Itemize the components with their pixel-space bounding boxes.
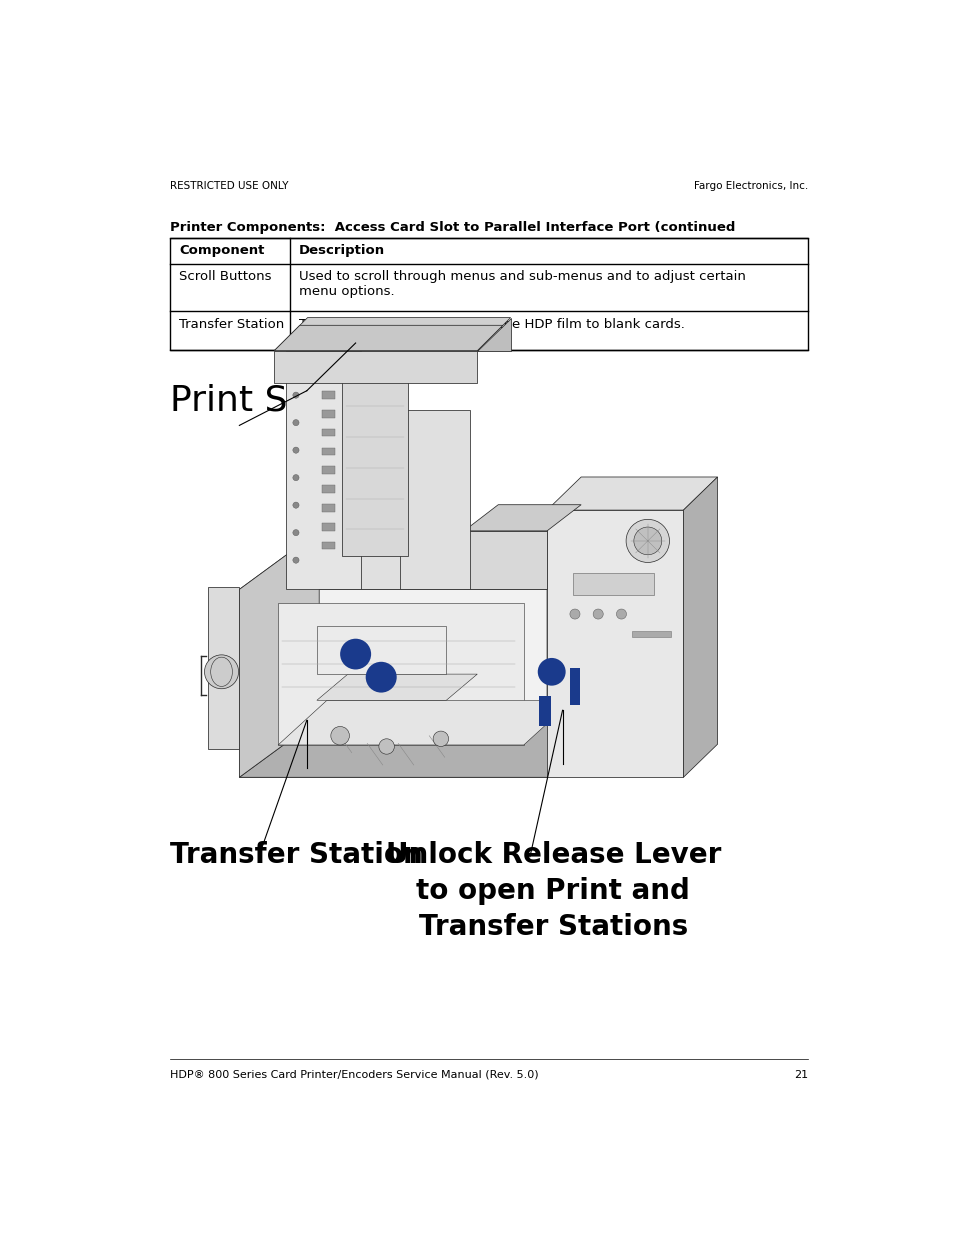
Bar <box>322 542 335 550</box>
Bar <box>322 372 335 380</box>
Bar <box>322 522 335 531</box>
Bar <box>322 410 335 417</box>
Polygon shape <box>239 531 626 589</box>
Circle shape <box>340 638 371 669</box>
Polygon shape <box>286 351 360 589</box>
Polygon shape <box>278 603 523 745</box>
Polygon shape <box>239 531 319 777</box>
Polygon shape <box>399 410 469 589</box>
Polygon shape <box>546 510 682 777</box>
Polygon shape <box>316 674 476 700</box>
Bar <box>572 573 654 595</box>
Text: Unlock Release Lever
to open Print and
Transfer Stations: Unlock Release Lever to open Print and T… <box>385 841 720 941</box>
Text: Scroll Buttons: Scroll Buttons <box>179 270 272 283</box>
Polygon shape <box>274 351 476 383</box>
Bar <box>538 697 550 726</box>
Circle shape <box>293 364 298 370</box>
Text: Transfers printed images and the HDP film to blank cards.: Transfers printed images and the HDP fil… <box>298 317 684 331</box>
Polygon shape <box>239 589 546 777</box>
Circle shape <box>633 527 661 555</box>
Circle shape <box>293 447 298 453</box>
Text: Fargo Electronics, Inc.: Fargo Electronics, Inc. <box>693 180 807 190</box>
Text: Component: Component <box>179 245 264 257</box>
Circle shape <box>293 557 298 563</box>
Circle shape <box>293 503 298 509</box>
Circle shape <box>378 739 394 755</box>
Text: Transfer Station: Transfer Station <box>179 317 284 331</box>
Circle shape <box>293 420 298 426</box>
Polygon shape <box>476 317 510 351</box>
Circle shape <box>331 726 349 745</box>
Polygon shape <box>682 477 717 777</box>
Circle shape <box>293 391 298 398</box>
Circle shape <box>537 658 565 685</box>
Circle shape <box>616 609 626 619</box>
Circle shape <box>593 609 602 619</box>
Text: 21: 21 <box>793 1070 807 1079</box>
Polygon shape <box>546 477 717 510</box>
Bar <box>322 504 335 511</box>
Polygon shape <box>278 700 572 745</box>
Bar <box>170 238 807 350</box>
Text: Used to scroll through menus and sub-menus and to adjust certain
menu options.: Used to scroll through menus and sub-men… <box>298 270 745 298</box>
Polygon shape <box>274 325 502 351</box>
Text: Transfer Station: Transfer Station <box>170 841 422 869</box>
Polygon shape <box>274 317 510 351</box>
Circle shape <box>625 520 669 562</box>
Circle shape <box>569 609 579 619</box>
Circle shape <box>433 731 448 746</box>
Bar <box>570 668 579 705</box>
Polygon shape <box>316 626 446 674</box>
Bar <box>322 391 335 399</box>
Bar <box>322 447 335 456</box>
Polygon shape <box>464 505 580 531</box>
Text: RESTRICTED USE ONLY: RESTRICTED USE ONLY <box>170 180 288 190</box>
Bar <box>632 631 670 637</box>
Bar <box>322 429 335 436</box>
Polygon shape <box>239 719 626 777</box>
Text: HDP® 800 Series Card Printer/Encoders Service Manual (Rev. 5.0): HDP® 800 Series Card Printer/Encoders Se… <box>170 1070 537 1079</box>
Circle shape <box>293 530 298 536</box>
Circle shape <box>365 662 396 693</box>
Bar <box>322 467 335 474</box>
Polygon shape <box>546 531 626 777</box>
Bar <box>322 485 335 493</box>
Circle shape <box>204 655 238 689</box>
Text: Description: Description <box>298 245 385 257</box>
Text: Printer Components:  Access Card Slot to Parallel Interface Port (continued: Printer Components: Access Card Slot to … <box>170 221 734 235</box>
Polygon shape <box>342 356 407 556</box>
Text: Print Station: Print Station <box>170 383 393 417</box>
Polygon shape <box>464 531 546 589</box>
Polygon shape <box>208 587 239 748</box>
Circle shape <box>293 474 298 480</box>
